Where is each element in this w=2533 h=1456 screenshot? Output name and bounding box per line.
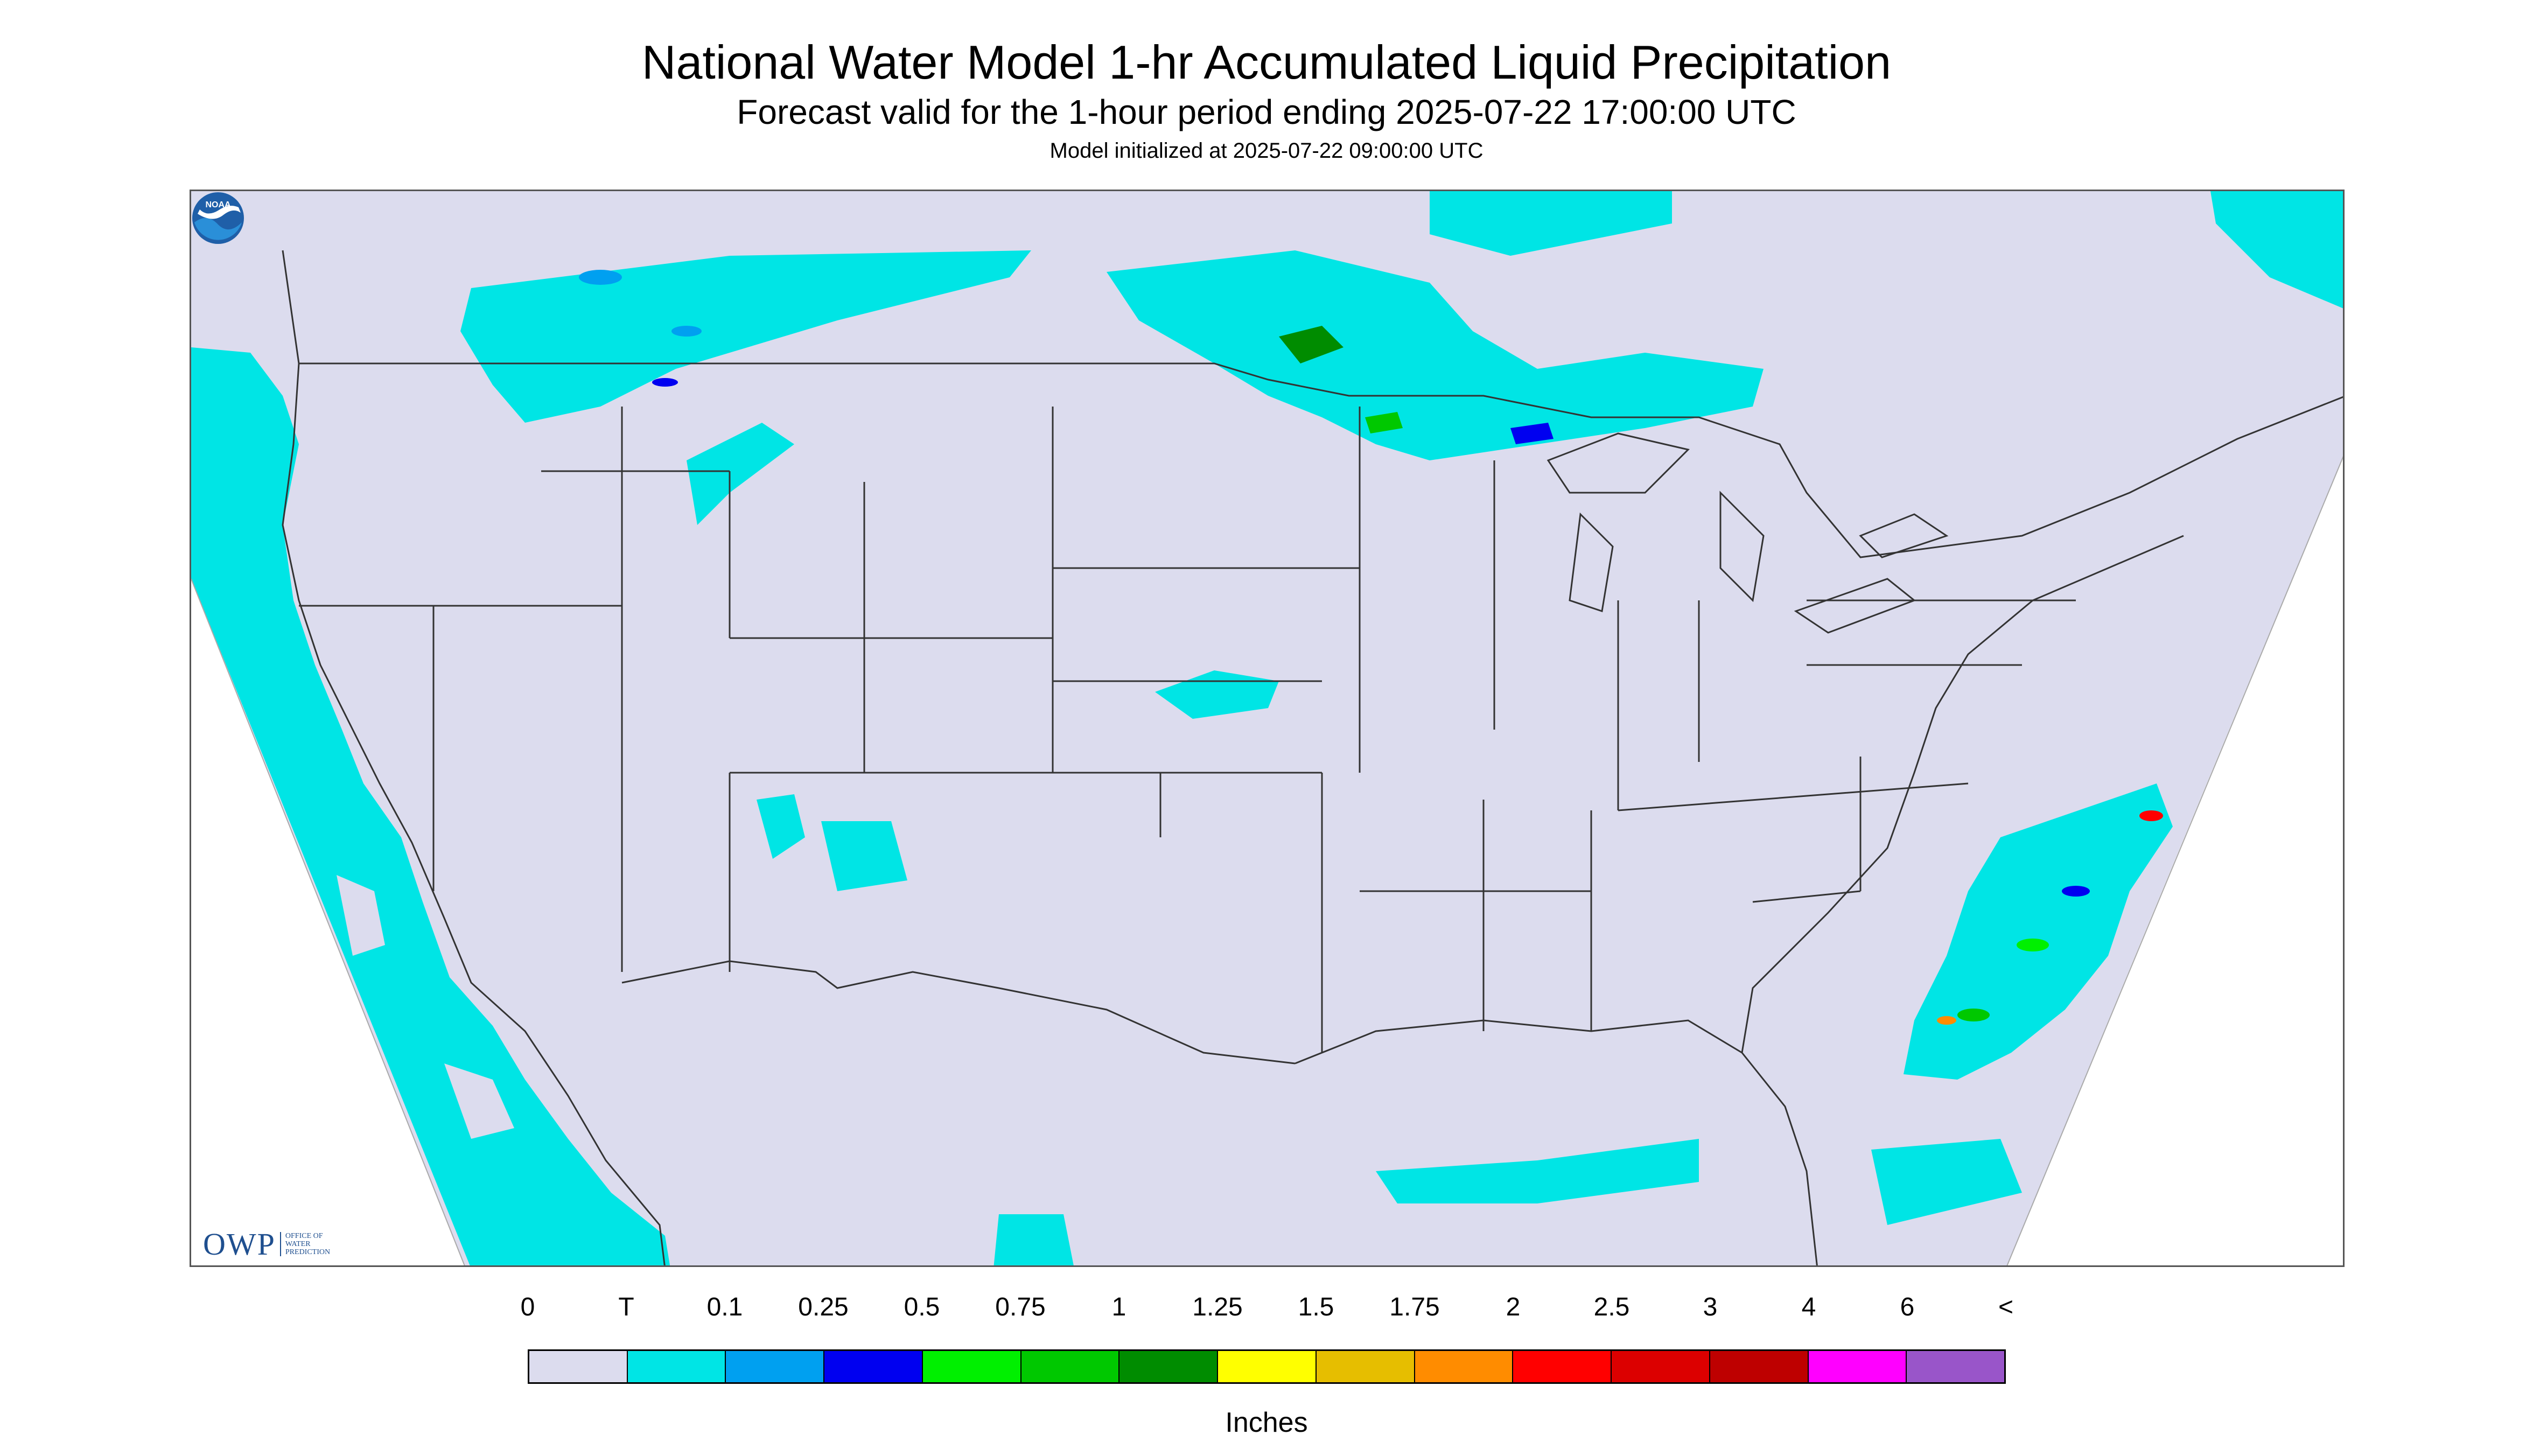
legend-tick-label: 1.5 bbox=[1298, 1293, 1334, 1321]
legend-swatch bbox=[627, 1351, 726, 1382]
legend-swatch bbox=[1907, 1351, 2005, 1382]
minnesota-heavy-cell bbox=[1365, 412, 1403, 433]
atlantic-precip-field bbox=[1904, 783, 2173, 1080]
gulf-precip bbox=[1376, 1139, 1699, 1203]
map-canvas bbox=[191, 191, 2343, 1265]
atlantic-heavy-cell bbox=[2017, 939, 2049, 951]
pacific-precip-gap bbox=[337, 875, 385, 956]
southwest-precip bbox=[821, 821, 907, 891]
minnesota-heavy-cell bbox=[1510, 423, 1554, 444]
legend-swatch bbox=[1808, 1351, 1907, 1382]
legend-swatch bbox=[922, 1351, 1021, 1382]
northern-plains-precip bbox=[460, 250, 1031, 423]
legend-tick-label: T bbox=[618, 1293, 634, 1321]
legend-swatch bbox=[824, 1351, 923, 1382]
legend-tick-label: 4 bbox=[1801, 1293, 1816, 1321]
precipitation-map: OWP OFFICE OF WATER PREDICTION NOAA bbox=[190, 190, 2345, 1267]
legend-tick-label: 6 bbox=[1900, 1293, 1915, 1321]
northeast-canada-precip bbox=[2210, 191, 2343, 309]
legend-tick-label: 0.5 bbox=[904, 1293, 940, 1321]
legend-swatch bbox=[529, 1351, 628, 1382]
legend-tick-label: 0 bbox=[520, 1293, 535, 1321]
legend-colorbar bbox=[528, 1349, 2006, 1384]
legend-swatch bbox=[1119, 1351, 1219, 1382]
page-title: National Water Model 1-hr Accumulated Li… bbox=[641, 36, 1892, 89]
quebec-precip bbox=[1430, 191, 1672, 256]
legend-swatch bbox=[1710, 1351, 1809, 1382]
noaa-logo-icon: NOAA bbox=[192, 192, 244, 244]
state-lines-central bbox=[1026, 407, 1592, 1053]
boundaries bbox=[282, 250, 2343, 1265]
west-coast-line bbox=[282, 250, 666, 1265]
pacific-precip-gap bbox=[444, 1063, 514, 1139]
atlantic-precip-field bbox=[1871, 1139, 2022, 1225]
legend-tick-label: 2.5 bbox=[1593, 1293, 1630, 1321]
montana-heavier-cell bbox=[671, 326, 702, 337]
atlantic-coast-line bbox=[1741, 535, 2184, 1053]
northern-plains-precip bbox=[687, 423, 794, 525]
owp-subtext-line: PREDICTION bbox=[285, 1248, 331, 1256]
legend-swatch bbox=[1612, 1351, 1710, 1382]
owp-logo: OWP OFFICE OF WATER PREDICTION bbox=[203, 1225, 330, 1263]
legend-units-label: Inches bbox=[1225, 1407, 1308, 1438]
legend-tick-label: 2 bbox=[1506, 1293, 1521, 1321]
legend-tick-label: 0.1 bbox=[706, 1293, 743, 1321]
upper-midwest-precip bbox=[1107, 250, 1764, 460]
init-time-label: Model initialized at 2025-07-22 09:00:00… bbox=[1049, 139, 1484, 163]
legend-tick-label: < bbox=[1998, 1293, 2014, 1321]
pacific-precip-field bbox=[191, 347, 670, 1265]
legend-swatch bbox=[1513, 1351, 1612, 1382]
legend-swatch bbox=[726, 1351, 825, 1382]
atlantic-heavy-cell bbox=[2062, 886, 2090, 897]
legend-tick-label: 0.75 bbox=[995, 1293, 1046, 1321]
legend-tick-label: 1.75 bbox=[1389, 1293, 1440, 1321]
legend-tick-label: 1.25 bbox=[1192, 1293, 1243, 1321]
great-lakes-outline bbox=[1547, 432, 1949, 634]
legend-swatch bbox=[1218, 1351, 1317, 1382]
owp-logo-subtext: OFFICE OF WATER PREDICTION bbox=[279, 1231, 331, 1256]
atlantic-heavy-cell bbox=[1937, 1016, 1956, 1025]
legend-tick-label: 1 bbox=[1111, 1293, 1126, 1321]
owp-subtext-line: WATER bbox=[285, 1240, 311, 1248]
minnesota-heavy-cell bbox=[1279, 326, 1344, 363]
gulf-coast-line bbox=[1295, 1019, 1818, 1265]
kansas-precip bbox=[1155, 670, 1279, 719]
mexico-border bbox=[621, 960, 1296, 1065]
legend-tick-label: 0.25 bbox=[798, 1293, 849, 1321]
atlantic-heavy-cell bbox=[1957, 1009, 1990, 1021]
southwest-precip bbox=[757, 794, 805, 859]
atlantic-heavy-cell bbox=[2139, 810, 2163, 821]
state-lines-east bbox=[1493, 460, 2076, 903]
gulf-precip bbox=[993, 1214, 1074, 1265]
valid-time-subtitle: Forecast valid for the 1-hour period end… bbox=[737, 93, 1796, 131]
us-canada-border bbox=[299, 362, 2343, 558]
owp-logo-text: OWP bbox=[203, 1226, 276, 1262]
domain-edge-west bbox=[191, 578, 465, 1265]
montana-heavier-cell bbox=[652, 378, 678, 387]
legend-swatch bbox=[1415, 1351, 1514, 1382]
legend-tick-label: 3 bbox=[1703, 1293, 1718, 1321]
legend-swatch bbox=[1316, 1351, 1415, 1382]
noaa-logo-text: NOAA bbox=[205, 200, 231, 209]
montana-heavier-cell bbox=[579, 270, 622, 285]
legend-swatch bbox=[1021, 1351, 1120, 1382]
owp-subtext-line: OFFICE OF bbox=[285, 1231, 323, 1240]
